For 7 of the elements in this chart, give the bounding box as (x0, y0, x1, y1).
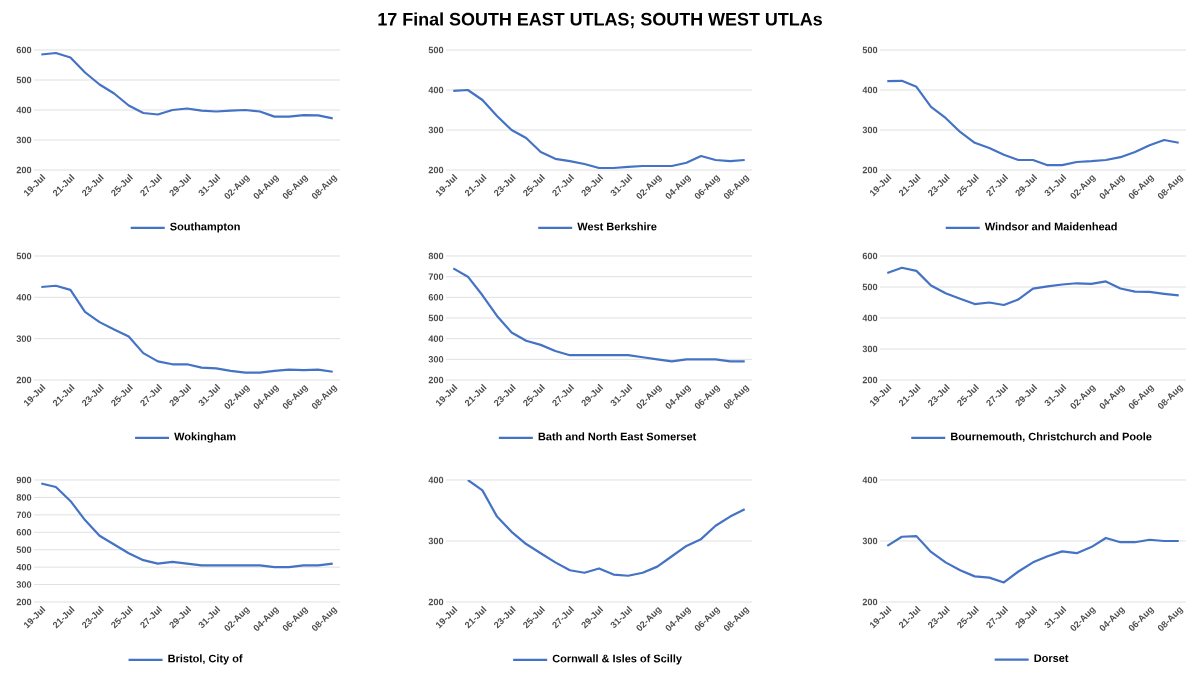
line-series (886, 266, 1180, 307)
line-series (40, 51, 334, 120)
line-series (886, 535, 1180, 584)
line-series (886, 79, 1180, 167)
line-series (466, 480, 746, 577)
line-series (40, 284, 334, 374)
chart-title: 17 Final SOUTH EAST UTLAS; SOUTH WEST UTLAs (378, 12, 822, 29)
